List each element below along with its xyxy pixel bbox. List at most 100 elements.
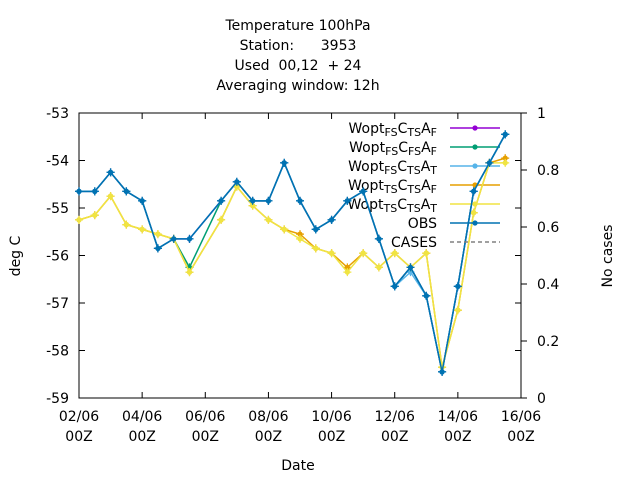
- x-tick-label: 12/06 00Z: [375, 409, 415, 445]
- y2-tick-label: 1: [537, 106, 546, 122]
- point-marker: [359, 187, 368, 196]
- point-marker: [106, 192, 115, 201]
- data-point: [138, 196, 147, 205]
- point-marker: [343, 196, 352, 205]
- legend-label: WoptFSCTSAT: [348, 159, 437, 177]
- data-point: [406, 263, 415, 272]
- legend-label: WoptFSCFSAF: [349, 140, 437, 158]
- data-point: [169, 234, 178, 243]
- data-point: [106, 192, 115, 201]
- point-marker: [153, 244, 162, 253]
- point-marker: [501, 158, 510, 167]
- y-axis-label: deg C: [8, 235, 24, 276]
- point-marker: [422, 249, 431, 258]
- y-tick-label: -55: [46, 201, 69, 217]
- plot-frame: [78, 112, 522, 399]
- legend-label: CASES: [391, 235, 437, 251]
- point-marker: [264, 215, 273, 224]
- x-tick-label: 14/06 00Z: [438, 409, 478, 445]
- point-marker: [264, 196, 273, 205]
- data-point: [453, 306, 462, 315]
- point-marker: [501, 130, 510, 139]
- data-point: [469, 187, 478, 196]
- data-point: [453, 282, 462, 291]
- data-point: [264, 215, 273, 224]
- legend-marker: [472, 220, 478, 226]
- point-marker: [390, 249, 399, 258]
- data-point: [264, 196, 273, 205]
- point-marker: [469, 208, 478, 217]
- x-tick-label: 08/06 00Z: [248, 409, 288, 445]
- data-point: [280, 225, 289, 234]
- data-point: [422, 291, 431, 300]
- legend-marker: [472, 125, 478, 131]
- x-tick-label: 16/06 00Z: [501, 409, 541, 445]
- data-point: [153, 230, 162, 239]
- data-point: [280, 158, 289, 167]
- data-point: [90, 211, 99, 220]
- title-line: Station: 3953: [240, 38, 357, 54]
- data-point: [122, 187, 131, 196]
- x-tick-label: 06/06 00Z: [185, 409, 225, 445]
- point-marker: [311, 244, 320, 253]
- point-marker: [232, 177, 241, 186]
- y2-tick-label: 0.8: [537, 163, 559, 179]
- data-point: [232, 177, 241, 186]
- data-point: [296, 234, 304, 243]
- series-line: [79, 134, 506, 373]
- series-line: [78, 162, 506, 368]
- series-line: [78, 157, 506, 368]
- data-point: [501, 158, 510, 167]
- data-point: [311, 225, 320, 234]
- point-marker: [343, 268, 352, 277]
- legend-label: WoptFSCTSAF: [349, 121, 437, 139]
- title-line: Temperature 100hPa: [224, 18, 370, 34]
- y-tick-label: -58: [46, 344, 69, 360]
- data-point: [75, 215, 83, 224]
- point-marker: [406, 263, 415, 272]
- point-marker: [327, 215, 336, 224]
- data-point: [75, 187, 83, 196]
- legend-marker: [472, 144, 478, 150]
- y-tick-label: -53: [46, 106, 69, 122]
- data-point: [90, 187, 99, 196]
- data-point: [327, 249, 336, 258]
- point-marker: [311, 225, 320, 234]
- point-marker: [122, 220, 131, 229]
- point-marker: [296, 196, 304, 205]
- legend-marker: [472, 201, 478, 207]
- data-point: [390, 282, 399, 291]
- x-tick-label: 04/06 00Z: [122, 409, 162, 445]
- data-point: [501, 154, 510, 163]
- data-point: [438, 367, 447, 376]
- y2-tick-label: 0: [537, 391, 546, 407]
- legend-label: WoptTSCTSAF: [348, 178, 437, 196]
- y2-axis-label: No cases: [600, 225, 616, 288]
- point-marker: [185, 268, 194, 277]
- point-marker: [138, 196, 147, 205]
- point-marker: [138, 225, 147, 234]
- point-marker: [153, 230, 162, 239]
- point-marker: [248, 196, 257, 205]
- data-point: [374, 263, 383, 272]
- y-tick-label: -59: [46, 391, 69, 407]
- point-marker: [359, 249, 368, 258]
- series-line: [79, 134, 506, 373]
- x-tick-label: 02/06 00Z: [59, 409, 99, 445]
- data-point: [422, 249, 431, 258]
- point-marker: [106, 168, 115, 177]
- data-point: [217, 215, 226, 224]
- point-marker: [280, 225, 289, 234]
- point-marker: [390, 282, 399, 291]
- series-line: [79, 134, 506, 373]
- point-marker: [217, 196, 226, 205]
- data-point: [327, 215, 336, 224]
- title-line: Used 00,12 + 24: [235, 58, 362, 74]
- point-marker: [75, 215, 83, 224]
- y-tick-label: -56: [46, 249, 69, 265]
- y-tick-label: -54: [46, 154, 69, 170]
- legend-marker: [472, 163, 478, 169]
- legend-label: OBS: [408, 216, 437, 232]
- point-marker: [169, 234, 178, 243]
